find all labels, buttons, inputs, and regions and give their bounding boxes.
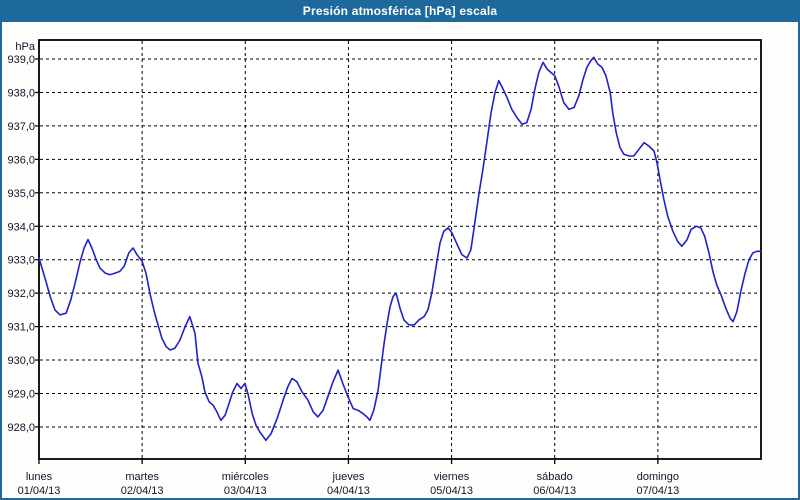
y-tick-label: 939,0 <box>7 54 35 66</box>
day-name-label: jueves <box>332 471 365 483</box>
y-tick-label: 929,0 <box>7 389 35 401</box>
y-tick-label: 930,0 <box>7 355 35 367</box>
day-date-label: 03/04/13 <box>224 485 267 497</box>
window-title: Presión atmosférica [hPa] escala <box>302 4 498 18</box>
window-titlebar: Presión atmosférica [hPa] escala <box>0 0 800 22</box>
day-date-label: 06/04/13 <box>533 485 576 497</box>
day-name-label: sábado <box>537 471 573 483</box>
day-date-label: 07/04/13 <box>636 485 679 497</box>
day-name-label: miércoles <box>222 471 270 483</box>
day-date-label: 02/04/13 <box>121 485 164 497</box>
y-tick-label: 934,0 <box>7 221 35 233</box>
plot-area <box>39 40 761 459</box>
pressure-chart: 939,0 938,0 937,0 936,0 935,0 934,0 933,0 932,0… <box>7 39 762 497</box>
y-tick-label: 936,0 <box>7 154 35 166</box>
day-name-label: domingo <box>637 471 679 483</box>
y-tick-label: 928,0 <box>7 422 35 434</box>
y-tick-label: 938,0 <box>7 87 35 99</box>
pressure-line <box>38 56 762 442</box>
y-tick-label: 933,0 <box>7 255 35 267</box>
day-name-label: viernes <box>434 471 470 483</box>
day-date-label: 04/04/13 <box>327 485 370 497</box>
y-tick-label: 937,0 <box>7 121 35 133</box>
y-tick-label: 935,0 <box>7 188 35 200</box>
plot-frame <box>38 39 762 460</box>
y-tick-label: 931,0 <box>7 322 35 334</box>
y-tick-label: 932,0 <box>7 288 35 300</box>
day-date-label: 01/04/13 <box>18 485 61 497</box>
day-name-label: lunes <box>26 471 53 483</box>
y-axis-unit-label: hPa <box>15 41 35 53</box>
day-name-label: martes <box>125 471 159 483</box>
day-date-label: 05/04/13 <box>430 485 473 497</box>
